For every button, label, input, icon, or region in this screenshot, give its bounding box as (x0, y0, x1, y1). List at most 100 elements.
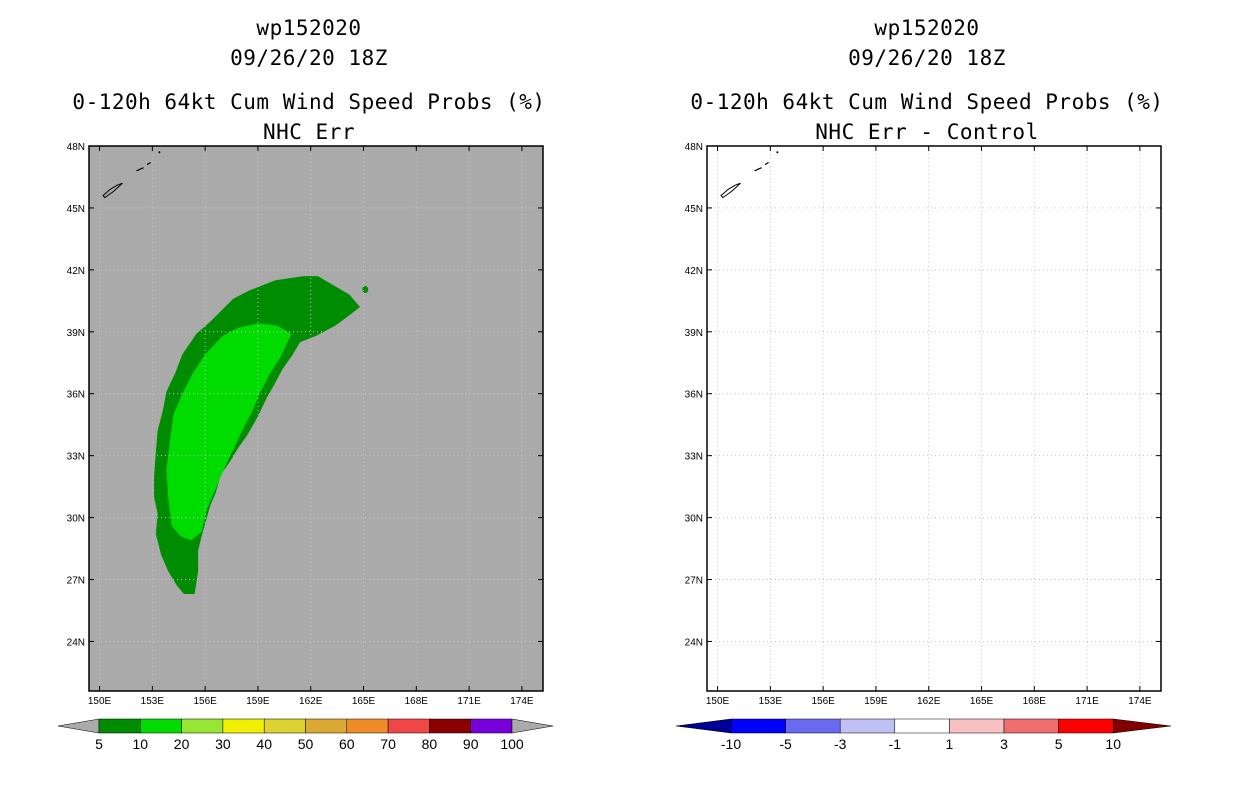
colorbar-label: 60 (339, 736, 355, 752)
colorbar-swatch (785, 718, 841, 734)
x-tick-label: 162E (917, 696, 941, 707)
colorbar-swatch (387, 718, 430, 734)
chart-title: 0-120h 64kt Cum Wind Speed Probs (%) (690, 90, 1164, 114)
colorbar-swatch (949, 718, 1005, 734)
colorbar-label: 10 (133, 736, 149, 752)
colorbar-extend-low (57, 718, 100, 734)
datetime: 09/26/20 18Z (230, 46, 388, 70)
colorbar-swatch (894, 718, 950, 734)
colorbar-probability: 5 10 20 30 40 50 60 70 80 90 100 (57, 718, 554, 752)
x-tick-label: 150E (706, 696, 730, 707)
island (158, 151, 161, 154)
y-tick-label: 45N (67, 204, 85, 215)
colorbar-extend-high (511, 718, 554, 734)
contour-10-20 (166, 323, 292, 541)
colorbar-label: -5 (779, 736, 792, 752)
left-panel: wp152020 09/26/20 18Z 0-120h 64kt Cum Wi… (67, 16, 546, 707)
colorbar-label: 3 (1000, 736, 1008, 752)
x-tick-label: 174E (510, 696, 534, 707)
x-tick-label: 159E (864, 696, 888, 707)
colorbar-label: -1 (889, 736, 902, 752)
colorbar-swatch (730, 718, 786, 734)
x-tick-label: 171E (457, 696, 481, 707)
island (136, 167, 144, 172)
colorbar-swatch (346, 718, 389, 734)
diff-map: 150E 153E 156E 159E 162E 165E 168E 171E 174E 24N 2… (685, 142, 1162, 707)
y-tick-label: 45N (685, 204, 703, 215)
colorbar-label: 10 (1105, 736, 1121, 752)
plot-background (89, 146, 543, 691)
x-tick-label: 165E (352, 696, 376, 707)
prob-map: 150E 153E 156E 159E 162E 165E 168E 171E 174E 24N 2… (67, 142, 544, 707)
y-tick-label: 30N (685, 514, 703, 525)
colorbar-swatch (222, 718, 265, 734)
x-tick-label: 165E (970, 696, 994, 707)
colorbar-label: 1 (946, 736, 954, 752)
colorbar-label: -3 (834, 736, 847, 752)
x-tick-label: 150E (88, 696, 112, 707)
x-tick-label: 174E (1128, 696, 1152, 707)
colorbar-label: 50 (298, 736, 314, 752)
colorbar-swatch (1003, 718, 1059, 734)
y-tick-label: 24N (67, 637, 85, 648)
chart-subtitle: NHC Err (262, 120, 355, 144)
contour-blob (362, 285, 369, 293)
y-tick-label: 42N (67, 266, 85, 277)
x-tick-label: 156E (193, 696, 217, 707)
colorbar-swatch (470, 718, 513, 734)
island (764, 161, 769, 166)
colorbar-label: 70 (380, 736, 396, 752)
chart-subtitle: NHC Err - Control (815, 120, 1039, 144)
colorbar-label: 40 (256, 736, 272, 752)
x-tick-label: 153E (141, 696, 165, 707)
right-panel: wp152020 09/26/20 18Z 0-120h 64kt Cum Wi… (618, 0, 1236, 800)
colorbar-swatch (1058, 718, 1114, 734)
y-tick-label: 42N (685, 266, 703, 277)
colorbar-difference: -10 -5 -3 -1 1 3 5 10 (675, 718, 1172, 752)
x-tick-label: 153E (759, 696, 783, 707)
chart-title: 0-120h 64kt Cum Wind Speed Probs (%) (72, 90, 546, 114)
y-tick-label: 33N (685, 452, 703, 463)
colorbar-label: 5 (1055, 736, 1063, 752)
y-tick-label: 33N (67, 452, 85, 463)
island (754, 167, 762, 172)
datetime: 09/26/20 18Z (848, 46, 1006, 70)
island (776, 151, 779, 154)
y-tick-label: 39N (67, 328, 85, 339)
plot-background (707, 146, 1161, 691)
island (146, 161, 151, 166)
colorbar-swatch (263, 718, 306, 734)
coastline (102, 182, 123, 199)
plot-frame (88, 145, 544, 692)
x-tick-label: 156E (811, 696, 835, 707)
colorbar-swatch (305, 718, 348, 734)
colorbar-label: 30 (215, 736, 231, 752)
x-tick-label: 168E (405, 696, 429, 707)
y-tick-label: 48N (67, 142, 85, 153)
colorbar-label: 20 (174, 736, 190, 752)
x-tick-label: 171E (1075, 696, 1099, 707)
y-tick-label: 27N (685, 576, 703, 587)
y-tick-label: 48N (685, 142, 703, 153)
colorbar-swatch (181, 718, 224, 734)
colorbar-swatch (429, 718, 471, 734)
y-tick-label: 39N (685, 328, 703, 339)
x-tick-label: 162E (299, 696, 323, 707)
y-tick-label: 36N (685, 390, 703, 401)
colorbar-swatch (140, 718, 182, 734)
colorbar-label: -10 (721, 736, 741, 752)
colorbar-swatch (839, 718, 896, 734)
coastline (720, 182, 741, 199)
colorbar-label: 100 (500, 736, 524, 752)
y-tick-label: 36N (67, 390, 85, 401)
storm-id: wp152020 (256, 16, 362, 40)
colorbar-extend-low (675, 718, 732, 734)
x-tick-label: 159E (246, 696, 270, 707)
colorbar-label: 80 (422, 736, 438, 752)
storm-id: wp152020 (874, 16, 980, 40)
x-tick-label: 168E (1023, 696, 1047, 707)
plot-frame (706, 145, 1162, 692)
colorbar-label: 90 (463, 736, 479, 752)
y-tick-label: 27N (67, 576, 85, 587)
y-tick-label: 30N (67, 514, 85, 525)
